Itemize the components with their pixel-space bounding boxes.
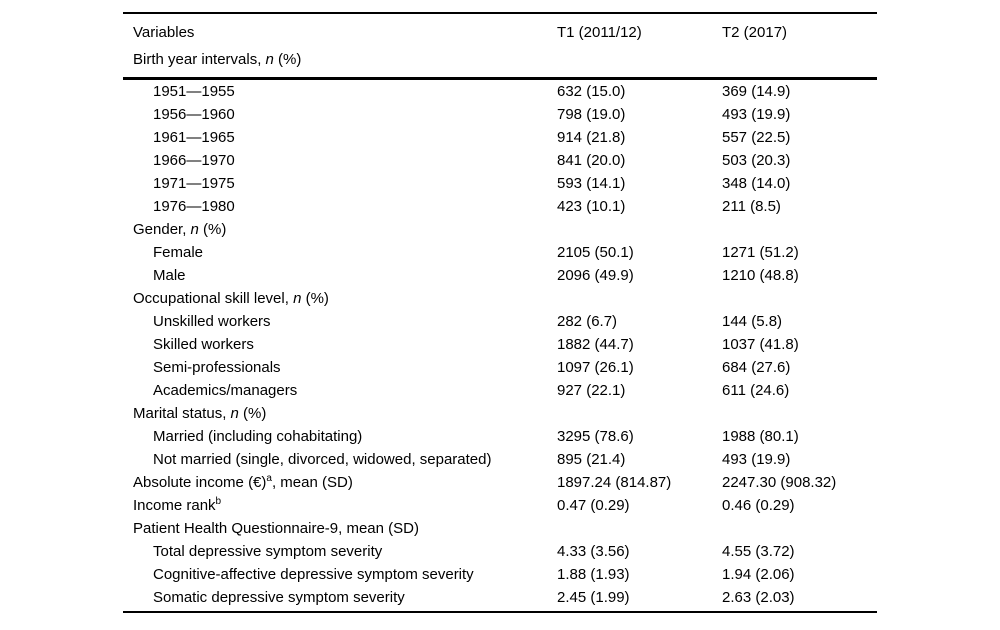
table-row: 1976—1980 423 (10.1) 211 (8.5) <box>123 195 877 218</box>
row-label: 1961—1965 <box>153 129 235 146</box>
t2-value: 1.94 (2.06) <box>722 566 795 583</box>
row-label: 1956—1960 <box>153 106 235 123</box>
t2-value: 1210 (48.8) <box>722 267 799 284</box>
section-header-birth-year-intervals: Birth year intervals, n (%) <box>133 51 302 68</box>
row-label: Somatic depressive symptom severity <box>153 589 405 606</box>
column-header-t1: T1 (2011/12) <box>557 24 642 41</box>
column-header-t2: T2 (2017) <box>722 24 788 41</box>
table-row: Marital status, n (%) <box>123 402 877 425</box>
t2-value: 369 (14.9) <box>722 83 791 100</box>
table-row: Married (including cohabitating) 3295 (78… <box>123 425 877 448</box>
table-row: Absolute income (€)a, mean (SD) 1897.24 (… <box>123 471 877 494</box>
row-label: Unskilled workers <box>153 313 271 330</box>
table-row: Unskilled workers 282 (6.7) 144 (5.8) <box>123 310 877 333</box>
t1-value: 1097 (26.1) <box>557 359 634 376</box>
table-row: Cognitive-affective depressive symptom s… <box>123 563 877 586</box>
t1-value: 3295 (78.6) <box>557 428 634 445</box>
t2-value: 1988 (80.1) <box>722 428 799 445</box>
table-header-rule <box>123 77 877 80</box>
t1-value: 1882 (44.7) <box>557 336 634 353</box>
t2-value: 211 (8.5) <box>722 198 781 215</box>
table-row: Female 2105 (50.1) 1271 (51.2) <box>123 241 877 264</box>
t1-value: 841 (20.0) <box>557 152 626 169</box>
table-row: 1971—1975 593 (14.1) 348 (14.0) <box>123 172 877 195</box>
t2-value: 144 (5.8) <box>722 313 783 330</box>
t1-value: 423 (10.1) <box>557 198 626 215</box>
t1-value: 927 (22.1) <box>557 382 626 399</box>
t1-value: 4.33 (3.56) <box>557 543 630 560</box>
t2-value: 2247.30 (908.32) <box>722 474 837 491</box>
t1-value: 798 (19.0) <box>557 106 626 123</box>
table-row: 1956—1960 798 (19.0) 493 (19.9) <box>123 103 877 126</box>
t1-value: 2096 (49.9) <box>557 267 634 284</box>
row-label: 1951—1955 <box>153 83 235 100</box>
row-label: 1976—1980 <box>153 198 235 215</box>
t2-value: 0.46 (0.29) <box>722 497 795 514</box>
t1-value: 632 (15.0) <box>557 83 626 100</box>
row-label: Married (including cohabitating) <box>153 428 363 445</box>
row-label: Academics/managers <box>153 382 298 399</box>
t1-value: 282 (6.7) <box>557 313 618 330</box>
t2-value: 1271 (51.2) <box>722 244 799 261</box>
t2-value: 4.55 (3.72) <box>722 543 795 560</box>
t1-value: 0.47 (0.29) <box>557 497 630 514</box>
t1-value: 2.45 (1.99) <box>557 589 630 606</box>
table-row: Somatic depressive symptom severity 2.45 … <box>123 586 877 609</box>
row-label: Patient Health Questionnaire-9, mean (SD… <box>133 520 419 537</box>
table-row: Not married (single, divorced, widowed, … <box>123 448 877 471</box>
table-row: Male 2096 (49.9) 1210 (48.8) <box>123 264 877 287</box>
t2-value: 493 (19.9) <box>722 451 791 468</box>
table-bottom-rule <box>123 611 877 613</box>
table-row: Occupational skill level, n (%) <box>123 287 877 310</box>
row-label: Male <box>153 267 186 284</box>
table-rows: 1951—1955 632 (15.0) 369 (14.9) 1956—1960 79… <box>123 80 877 609</box>
table-row: Skilled workers 1882 (44.7) 1037 (41.8) <box>123 333 877 356</box>
row-label: 1971—1975 <box>153 175 235 192</box>
t1-value: 914 (21.8) <box>557 129 626 146</box>
t2-value: 557 (22.5) <box>722 129 791 146</box>
t1-value: 1897.24 (814.87) <box>557 474 672 491</box>
table-row: 1961—1965 914 (21.8) 557 (22.5) <box>123 126 877 149</box>
t1-value: 895 (21.4) <box>557 451 626 468</box>
table-top-rule <box>123 12 877 14</box>
t2-value: 348 (14.0) <box>722 175 791 192</box>
t2-value: 684 (27.6) <box>722 359 791 376</box>
t1-value: 1.88 (1.93) <box>557 566 630 583</box>
table-row: Patient Health Questionnaire-9, mean (SD… <box>123 517 877 540</box>
row-label: Cognitive-affective depressive symptom s… <box>153 566 474 583</box>
row-label: Semi-professionals <box>153 359 281 376</box>
t1-value: 2105 (50.1) <box>557 244 634 261</box>
table-row: Academics/managers 927 (22.1) 611 (24.6) <box>123 379 877 402</box>
column-header-variables: Variables <box>133 24 195 41</box>
table-header-row: Variables T1 (2011/12) T2 (2017) <box>123 21 877 44</box>
row-label: Marital status, n (%) <box>133 405 267 422</box>
row-label: 1966—1970 <box>153 152 235 169</box>
row-label: Skilled workers <box>153 336 254 353</box>
t2-value: 611 (24.6) <box>722 382 790 399</box>
row-label: Not married (single, divorced, widowed, … <box>153 451 492 468</box>
table-row: 1966—1970 841 (20.0) 503 (20.3) <box>123 149 877 172</box>
table-row: Total depressive symptom severity 4.33 (3… <box>123 540 877 563</box>
t2-value: 493 (19.9) <box>722 106 791 123</box>
row-label: Absolute income (€)a, mean (SD) <box>133 473 353 492</box>
row-label: Gender, n (%) <box>133 221 227 238</box>
row-label: Female <box>153 244 204 261</box>
row-label: Income rankb <box>133 496 222 515</box>
table-row: Gender, n (%) <box>123 218 877 241</box>
table-row: Semi-professionals 1097 (26.1) 684 (27.6) <box>123 356 877 379</box>
t1-value: 593 (14.1) <box>557 175 626 192</box>
table-header-section-row: Birth year intervals, n (%) <box>123 48 877 71</box>
t2-value: 2.63 (2.03) <box>722 589 795 606</box>
table-row: 1951—1955 632 (15.0) 369 (14.9) <box>123 80 877 103</box>
row-label: Occupational skill level, n (%) <box>133 290 329 307</box>
t2-value: 503 (20.3) <box>722 152 791 169</box>
row-label: Total depressive symptom severity <box>153 543 383 560</box>
table-row: Income rankb 0.47 (0.29) 0.46 (0.29) <box>123 494 877 517</box>
t2-value: 1037 (41.8) <box>722 336 799 353</box>
